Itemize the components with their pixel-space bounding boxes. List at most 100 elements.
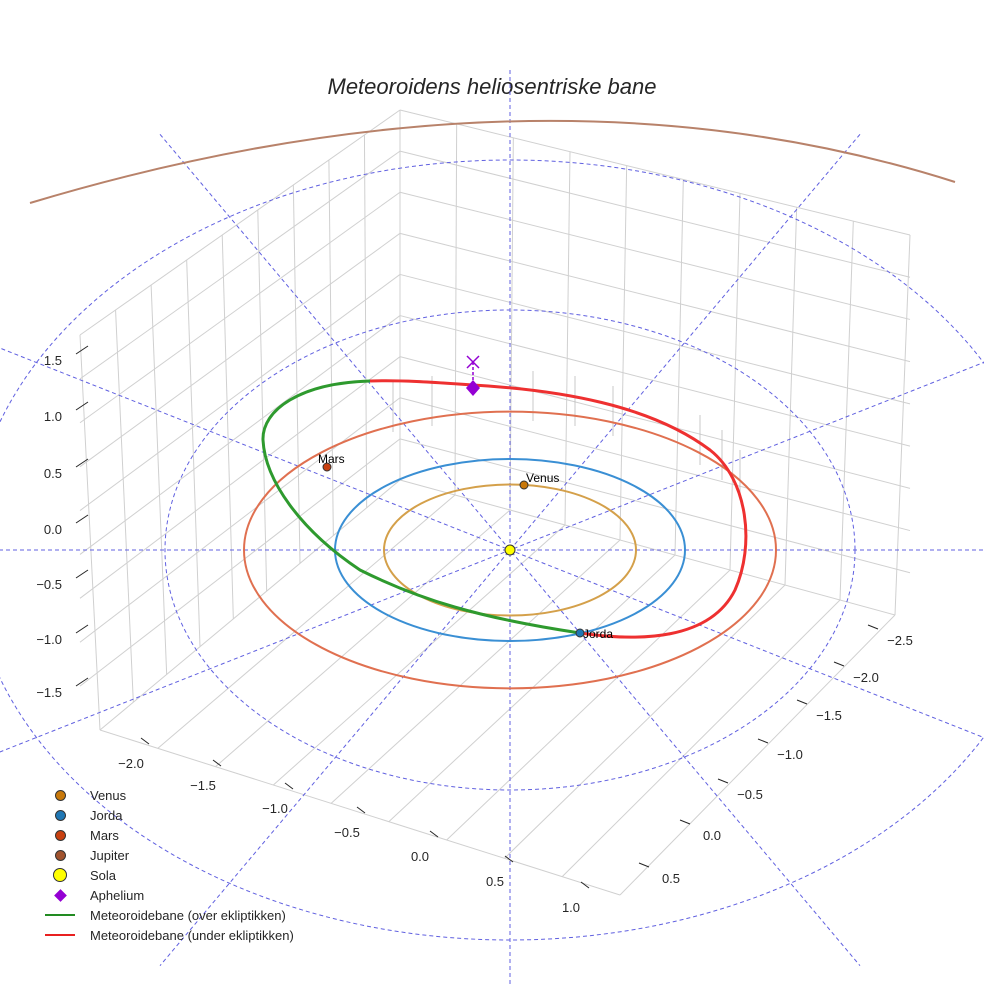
y-tick-label: 0.5	[662, 871, 680, 886]
grid-line	[221, 234, 234, 619]
legend-marker	[40, 809, 80, 821]
grid-line	[399, 232, 911, 363]
grid-line	[328, 159, 334, 536]
grid-line	[784, 207, 798, 586]
x-tick-label: −1.0	[262, 801, 288, 816]
pane-edge	[99, 479, 401, 731]
pane-edge	[399, 109, 911, 236]
legend-item: Jupiter	[40, 845, 294, 865]
grid-line	[363, 134, 368, 508]
grid-line	[446, 569, 731, 841]
grid-line	[79, 232, 401, 468]
pane-edge	[79, 109, 401, 336]
x-tick-label: −2.0	[118, 756, 144, 771]
y-tick-mark	[833, 661, 845, 667]
pane-edge	[79, 334, 101, 731]
y-tick-mark	[679, 819, 691, 825]
grid-line	[79, 150, 401, 380]
legend-label: Sola	[90, 867, 117, 883]
grid-line	[619, 165, 628, 541]
x-tick-mark	[429, 830, 439, 838]
grid-line	[839, 221, 854, 601]
x-tick-label: 0.5	[486, 874, 504, 889]
z-tick-label: 0.0	[44, 522, 62, 537]
y-tick-label: −1.0	[777, 747, 803, 762]
z-tick-label: 1.0	[44, 409, 62, 424]
y-tick-label: 0.0	[703, 828, 721, 843]
z-tick-label: −1.5	[36, 685, 62, 700]
mars-label: Mars	[318, 452, 345, 466]
grid-line	[79, 438, 401, 687]
z-tick-mark	[75, 401, 89, 411]
y-tick-mark	[757, 738, 769, 744]
legend-item: Venus	[40, 785, 294, 805]
x-tick-mark	[356, 806, 366, 814]
z-tick-mark	[75, 514, 89, 524]
grid-line	[399, 273, 911, 405]
legend-marker	[40, 868, 80, 882]
grid-line	[674, 179, 684, 556]
pane-edge	[99, 729, 621, 896]
grid-line	[399, 438, 911, 574]
grid-line	[273, 524, 566, 786]
legend-label: Meteoroidebane (under ekliptikken)	[90, 927, 294, 943]
legend-label: Aphelium	[90, 887, 145, 903]
x-tick-label: −0.5	[334, 825, 360, 840]
meteoroid-orbit-above	[261, 379, 581, 635]
y-tick-label: −1.5	[816, 708, 842, 723]
y-tick-label: −2.5	[887, 633, 913, 648]
x-tick-mark	[504, 855, 514, 863]
x-tick-mark	[580, 881, 590, 889]
legend-marker	[40, 829, 80, 841]
grid-line	[186, 259, 201, 647]
grid-line	[399, 191, 911, 320]
sun-marker	[504, 544, 516, 556]
aphelion-marker	[466, 380, 480, 396]
legend-label: Mars	[90, 827, 119, 843]
legend-label: Meteoroidebane (over ekliptikken)	[90, 907, 286, 923]
y-tick-mark	[796, 699, 808, 705]
x-tick-label: 0.0	[411, 849, 429, 864]
z-tick-mark	[75, 345, 89, 355]
legend-item: Meteoroidebane (under ekliptikken)	[40, 925, 294, 945]
legend-marker	[40, 888, 80, 902]
grid-line	[157, 494, 456, 749]
legend-item: Mars	[40, 825, 294, 845]
grid-line	[79, 397, 401, 643]
grid-line	[399, 356, 911, 489]
legend-label: Jorda	[90, 807, 123, 823]
legend-marker	[40, 934, 80, 936]
y-tick-label: −0.5	[737, 787, 763, 802]
y-tick-mark	[638, 862, 650, 868]
ecliptic-radial	[159, 133, 861, 967]
legend-item: Meteoroidebane (over ekliptikken)	[40, 905, 294, 925]
grid-line	[504, 584, 786, 859]
legend-item: Aphelium	[40, 885, 294, 905]
grid-line	[454, 123, 458, 496]
pane-edge	[399, 479, 896, 616]
z-tick-label: 0.5	[44, 466, 62, 481]
legend-label: Venus	[90, 787, 127, 803]
grid-line	[399, 150, 911, 278]
x-tick-mark	[140, 737, 150, 745]
grid-line	[79, 191, 401, 424]
earth-label: Jorda	[583, 627, 613, 641]
grid-line	[729, 193, 741, 571]
legend-item: Sola	[40, 865, 294, 885]
x-tick-label: 1.0	[562, 900, 580, 915]
meteoroid-orbit-below	[369, 379, 748, 639]
z-tick-mark	[75, 458, 89, 468]
legend-item: Jorda	[40, 805, 294, 825]
grid-line	[399, 315, 911, 447]
z-tick-label: −0.5	[36, 577, 62, 592]
grid-line	[509, 137, 514, 511]
legend: Venus Jorda Mars Jupiter Sola Aphelium Meteoro…	[40, 785, 294, 945]
chart-title: Meteoroidens heliosentriske bane	[327, 74, 657, 99]
x-tick-mark	[284, 782, 294, 790]
y-tick-mark	[867, 624, 879, 630]
y-tick-label: −2.0	[853, 670, 879, 685]
grid-line	[150, 284, 168, 675]
aphelion-x-marker	[466, 355, 480, 369]
x-tick-mark	[212, 759, 222, 767]
